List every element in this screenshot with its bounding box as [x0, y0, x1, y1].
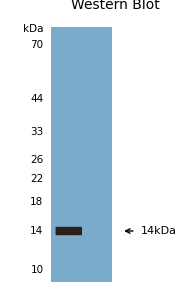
Text: 44: 44: [30, 94, 43, 104]
Text: 10: 10: [30, 265, 43, 275]
Text: Western Blot: Western Blot: [71, 0, 160, 12]
Text: 18: 18: [30, 197, 43, 207]
Text: 14kDa: 14kDa: [141, 226, 177, 236]
Text: 33: 33: [30, 127, 43, 137]
Text: 70: 70: [30, 40, 43, 50]
FancyBboxPatch shape: [56, 227, 82, 235]
Text: 22: 22: [30, 174, 43, 184]
Text: 26: 26: [30, 154, 43, 165]
Text: kDa: kDa: [23, 24, 43, 34]
Text: 14: 14: [30, 226, 43, 236]
Bar: [51, 27, 112, 282]
